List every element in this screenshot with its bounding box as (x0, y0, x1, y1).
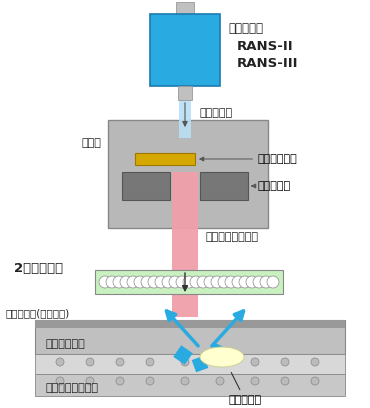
Bar (178, 86, 192, 100)
Text: 陽子ビーム: 陽子ビーム (200, 108, 233, 118)
Circle shape (127, 276, 139, 288)
Circle shape (232, 276, 244, 288)
Circle shape (253, 276, 265, 288)
Circle shape (181, 377, 189, 385)
Bar (35, 374, 345, 396)
Circle shape (116, 358, 124, 366)
Bar (209, 343, 227, 361)
Text: 散乱中性子(熱中性子): 散乱中性子(熱中性子) (6, 308, 70, 318)
Circle shape (281, 377, 289, 385)
Circle shape (216, 377, 224, 385)
Text: 水分・空隙: 水分・空隙 (228, 373, 262, 405)
Circle shape (146, 358, 154, 366)
Bar (122, 172, 170, 200)
Text: 線形加速器: 線形加速器 (228, 22, 263, 35)
Circle shape (204, 276, 216, 288)
Circle shape (311, 377, 319, 385)
Circle shape (281, 358, 289, 366)
Bar (150, 14, 220, 86)
Circle shape (86, 377, 94, 385)
Circle shape (251, 377, 259, 385)
Circle shape (176, 276, 188, 288)
Text: リチウム標的: リチウム標的 (200, 154, 298, 164)
Circle shape (106, 276, 118, 288)
Bar (172, 172, 198, 317)
Bar (173, 345, 193, 365)
Bar (35, 354, 345, 374)
Circle shape (267, 276, 279, 288)
Bar (200, 172, 248, 200)
Circle shape (134, 276, 146, 288)
Circle shape (211, 276, 223, 288)
Bar (108, 120, 268, 228)
Circle shape (260, 276, 272, 288)
Circle shape (218, 276, 230, 288)
Circle shape (116, 377, 124, 385)
Circle shape (190, 276, 202, 288)
Circle shape (162, 276, 174, 288)
Circle shape (99, 276, 111, 288)
Text: 鉄筋コンクリート: 鉄筋コンクリート (46, 383, 99, 393)
Circle shape (311, 358, 319, 366)
Bar (95, 270, 283, 294)
Circle shape (246, 276, 258, 288)
Bar (179, 100, 191, 138)
Circle shape (239, 276, 251, 288)
Bar (192, 356, 208, 373)
Circle shape (169, 276, 181, 288)
Text: 遮蔽体: 遮蔽体 (82, 138, 102, 148)
Circle shape (181, 358, 189, 366)
Circle shape (56, 377, 64, 385)
Circle shape (216, 358, 224, 366)
Circle shape (148, 276, 160, 288)
Bar (135, 153, 195, 165)
Text: アスファルト: アスファルト (46, 339, 86, 349)
Text: RANS-II: RANS-II (237, 40, 294, 53)
Circle shape (113, 276, 125, 288)
Ellipse shape (200, 347, 244, 367)
Circle shape (225, 276, 237, 288)
Text: コリメータ: コリメータ (252, 181, 291, 191)
Circle shape (86, 358, 94, 366)
Bar (35, 320, 345, 328)
Text: 高速中性子ビーム: 高速中性子ビーム (206, 232, 259, 242)
Circle shape (141, 276, 153, 288)
Circle shape (155, 276, 167, 288)
Circle shape (146, 377, 154, 385)
Circle shape (251, 358, 259, 366)
Bar (176, 2, 194, 14)
Text: 2次元検出器: 2次元検出器 (14, 262, 63, 275)
Bar (35, 320, 345, 354)
Circle shape (120, 276, 132, 288)
Circle shape (197, 276, 209, 288)
Circle shape (56, 358, 64, 366)
Text: RANS-III: RANS-III (237, 57, 299, 70)
Circle shape (183, 276, 195, 288)
